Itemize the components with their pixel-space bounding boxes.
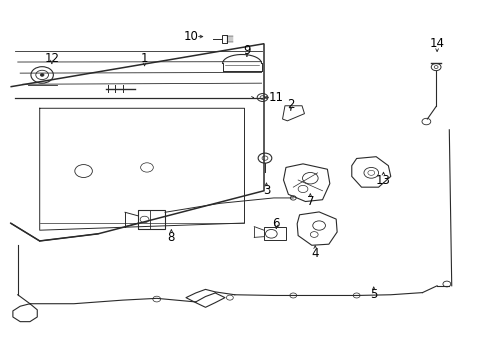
- Bar: [221, 35, 227, 43]
- Circle shape: [40, 73, 44, 76]
- Text: 7: 7: [306, 195, 313, 208]
- Text: 3: 3: [262, 184, 269, 197]
- Text: 12: 12: [44, 51, 59, 64]
- Text: 2: 2: [286, 98, 294, 111]
- Bar: [138, 210, 150, 229]
- Bar: [138, 210, 164, 229]
- Text: 4: 4: [311, 247, 318, 260]
- Text: 1: 1: [141, 51, 148, 64]
- Text: 13: 13: [375, 174, 390, 186]
- Text: 6: 6: [272, 216, 279, 230]
- Text: 8: 8: [167, 231, 175, 244]
- Text: 11: 11: [268, 91, 283, 104]
- Text: 5: 5: [369, 288, 377, 301]
- Text: 10: 10: [183, 30, 198, 43]
- Text: 9: 9: [243, 44, 250, 57]
- Text: 14: 14: [429, 37, 444, 50]
- Bar: [264, 226, 285, 240]
